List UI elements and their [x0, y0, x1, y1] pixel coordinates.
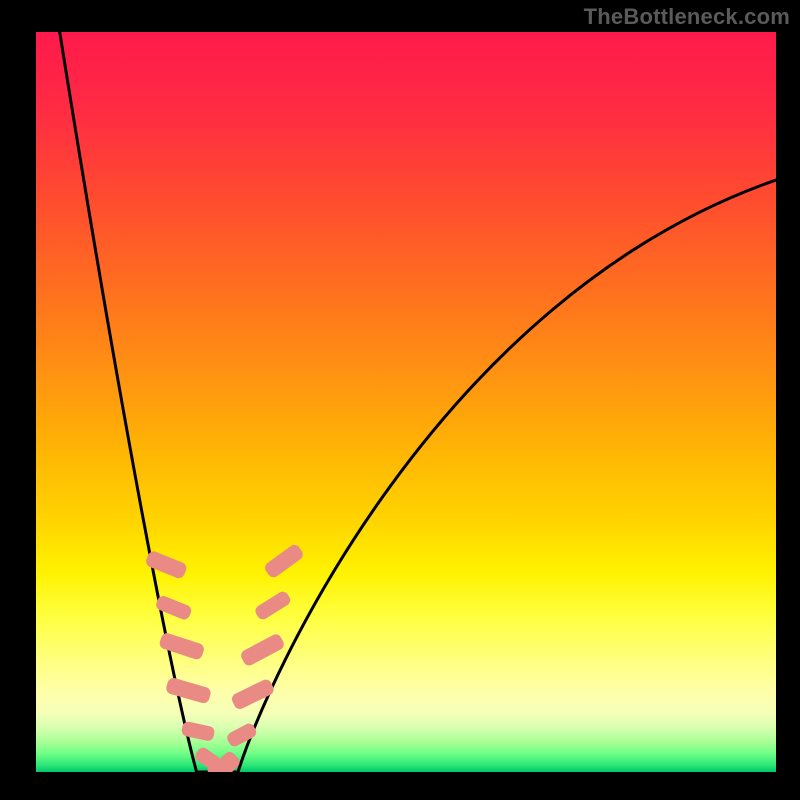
watermark-text: TheBottleneck.com	[584, 4, 790, 30]
chart-stage: TheBottleneck.com	[0, 0, 800, 800]
plot-background	[36, 32, 776, 772]
